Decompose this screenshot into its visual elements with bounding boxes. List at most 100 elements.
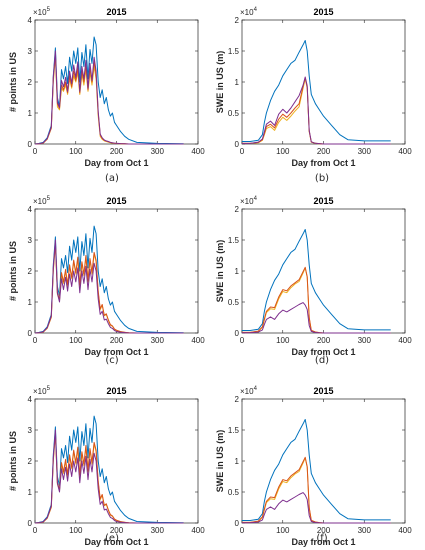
series-line-0 [242, 40, 391, 142]
series-line-3 [34, 239, 184, 334]
x-tick-label: 0 [240, 336, 245, 345]
series-line-3 [34, 50, 184, 145]
y-axis-label: # points in US [8, 431, 18, 491]
y-tick-label: 2 [28, 78, 33, 87]
y-multiplier: ×105 [33, 386, 51, 396]
x-tick-label: 0 [33, 526, 38, 535]
x-tick-label: 200 [317, 526, 331, 535]
y-multiplier-base: ×10 [240, 387, 254, 396]
x-tick-label: 300 [358, 336, 372, 345]
y-tick-label: 4 [28, 16, 33, 25]
chart-panel-2: 0 100 200 300 400 0 1 2 3 4×105 2015 Day from Oct 1… [8, 196, 205, 366]
x-tick-label: 100 [69, 526, 83, 535]
y-multiplier-exponent: 5 [47, 7, 51, 13]
y-tick-label: 0 [28, 519, 33, 528]
y-multiplier-base: ×10 [240, 197, 254, 206]
x-tick-label: 200 [317, 336, 331, 345]
y-tick-label: 1 [28, 109, 33, 118]
panel-label: (b) [315, 173, 329, 184]
y-tick-label: 3 [28, 236, 33, 245]
y-tick-label: 2 [28, 457, 33, 466]
x-tick-label: 100 [276, 336, 290, 345]
y-tick-label: 0.5 [228, 488, 240, 497]
y-multiplier-exponent: 5 [47, 196, 51, 202]
chart-panel-0: 0 100 200 300 400 0 1 2 3 4×105 2015 Day from Oct 1… [8, 7, 205, 184]
panel-label: (e) [105, 533, 119, 544]
y-multiplier-exponent: 4 [254, 386, 258, 392]
y-multiplier: ×105 [33, 7, 51, 17]
panel-label: (c) [105, 355, 118, 366]
x-tick-label: 400 [191, 147, 205, 156]
y-tick-label: 4 [28, 205, 33, 214]
x-tick-label: 400 [398, 336, 412, 345]
y-tick-label: 2 [235, 205, 240, 214]
x-tick-label: 100 [276, 147, 290, 156]
y-axis-label: SWE in US (m) [215, 430, 225, 493]
panel-label: (f) [316, 533, 327, 544]
series-line-3 [242, 76, 391, 145]
x-tick-label: 300 [151, 336, 165, 345]
y-axis-label: # points in US [8, 52, 18, 112]
y-tick-label: 0.5 [228, 109, 240, 118]
y-tick-label: 1.5 [228, 47, 240, 56]
x-tick-label: 100 [276, 526, 290, 535]
x-tick-label: 300 [358, 147, 372, 156]
x-tick-label: 0 [33, 147, 38, 156]
chart-title: 2015 [106, 386, 126, 396]
y-tick-label: 0 [235, 519, 240, 528]
x-tick-label: 200 [110, 526, 124, 535]
y-multiplier-base: ×10 [33, 8, 47, 17]
y-tick-label: 0 [235, 329, 240, 338]
y-tick-label: 1.5 [228, 426, 240, 435]
axes-box [241, 208, 406, 334]
x-tick-label: 100 [69, 147, 83, 156]
x-axis-label: Day from Oct 1 [291, 347, 355, 357]
x-tick-label: 200 [110, 147, 124, 156]
x-tick-label: 0 [240, 526, 245, 535]
y-multiplier-base: ×10 [33, 387, 47, 396]
panel-label: (a) [105, 173, 119, 184]
y-tick-label: 1 [28, 298, 33, 307]
y-axis-label: # points in US [8, 241, 18, 301]
y-multiplier: ×105 [33, 196, 51, 206]
y-tick-label: 0.5 [228, 298, 240, 307]
y-axis-label: SWE in US (m) [215, 240, 225, 303]
y-tick-label: 1 [235, 267, 240, 276]
chart-title: 2015 [106, 7, 126, 17]
panel-label: (d) [315, 355, 329, 366]
x-axis-label: Day from Oct 1 [291, 537, 355, 547]
x-tick-label: 400 [398, 147, 412, 156]
y-multiplier: ×104 [240, 196, 258, 206]
series-line-0 [242, 229, 391, 331]
y-tick-label: 1 [235, 78, 240, 87]
chart-title: 2015 [106, 196, 126, 206]
y-tick-label: 1.5 [228, 236, 240, 245]
y-multiplier: ×104 [240, 7, 258, 17]
series-line-2 [242, 77, 391, 145]
x-axis-label: Day from Oct 1 [84, 158, 148, 168]
y-tick-label: 0 [28, 329, 33, 338]
y-tick-label: 1 [235, 457, 240, 466]
y-multiplier-exponent: 4 [254, 196, 258, 202]
y-axis-label: SWE in US (m) [215, 51, 225, 114]
chart-panel-3: 0 100 200 300 400 0 0.5 1 1.5 2×104 2015 Day from O… [215, 196, 412, 366]
y-tick-label: 0 [235, 140, 240, 149]
chart-panel-1: 0 100 200 300 400 0 0.5 1 1.5 2×104 2015 Day from O… [215, 7, 412, 184]
y-multiplier: ×104 [240, 386, 258, 396]
y-multiplier-exponent: 4 [254, 7, 258, 13]
chart-title: 2015 [313, 196, 333, 206]
y-tick-label: 2 [235, 16, 240, 25]
series-line-0 [242, 419, 391, 521]
y-multiplier-base: ×10 [33, 197, 47, 206]
y-tick-label: 2 [235, 395, 240, 404]
y-multiplier-base: ×10 [240, 8, 254, 17]
x-tick-label: 300 [358, 526, 372, 535]
chart-title: 2015 [313, 7, 333, 17]
y-tick-label: 0 [28, 140, 33, 149]
x-axis-label: Day from Oct 1 [291, 158, 355, 168]
series-line-3 [242, 302, 391, 334]
x-tick-label: 200 [317, 147, 331, 156]
series-line-3 [34, 429, 184, 524]
y-tick-label: 4 [28, 395, 33, 404]
